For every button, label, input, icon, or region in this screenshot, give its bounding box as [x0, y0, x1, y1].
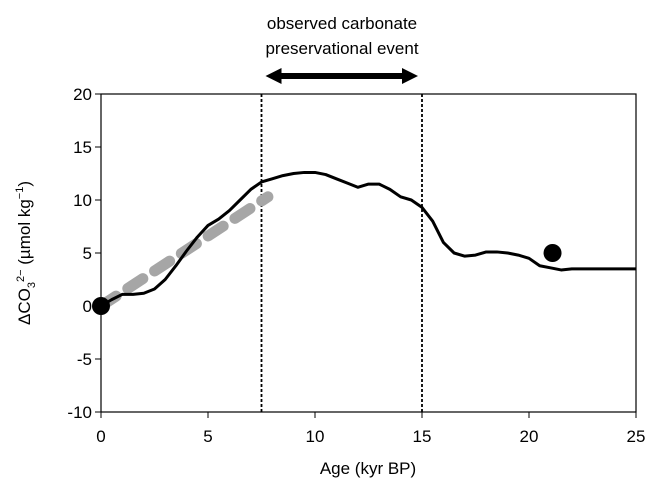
x-tick-label: 20 [520, 427, 539, 446]
x-tick-label: 10 [306, 427, 325, 446]
y-axis-label: ΔCO32− (µmol kg−1) [14, 181, 38, 325]
data-point [543, 244, 562, 262]
y-tick-label: 10 [73, 191, 92, 210]
y-axis-label-part: ) [15, 181, 34, 187]
data-point [92, 297, 110, 315]
annotation: preservational event [265, 39, 418, 58]
y-axis-label-part: 2− [15, 269, 27, 282]
y-tick-label: 5 [83, 244, 92, 263]
y-tick-label: 20 [73, 85, 92, 104]
data-line [100, 170, 636, 308]
y-axis-label-part: (µmol kg [15, 199, 34, 269]
y-tick-label: -10 [67, 403, 92, 422]
y-tick-label: -5 [77, 350, 92, 369]
y-tick-label: 15 [73, 138, 92, 157]
x-tick-label: 5 [203, 427, 212, 446]
y-axis-label-part: −1 [14, 187, 26, 200]
x-tick-label: 15 [413, 427, 432, 446]
y-axis-label-part: 3 [26, 282, 38, 288]
event-arrow [265, 68, 418, 84]
x-tick-label: 25 [627, 427, 646, 446]
x-axis-label: Age (kyr BP) [320, 459, 416, 478]
y-axis-label-part: ΔCO [15, 288, 34, 325]
y-tick-label: 0 [83, 297, 92, 316]
x-tick-label: 0 [96, 427, 105, 446]
annotation: observed carbonate [267, 14, 417, 33]
